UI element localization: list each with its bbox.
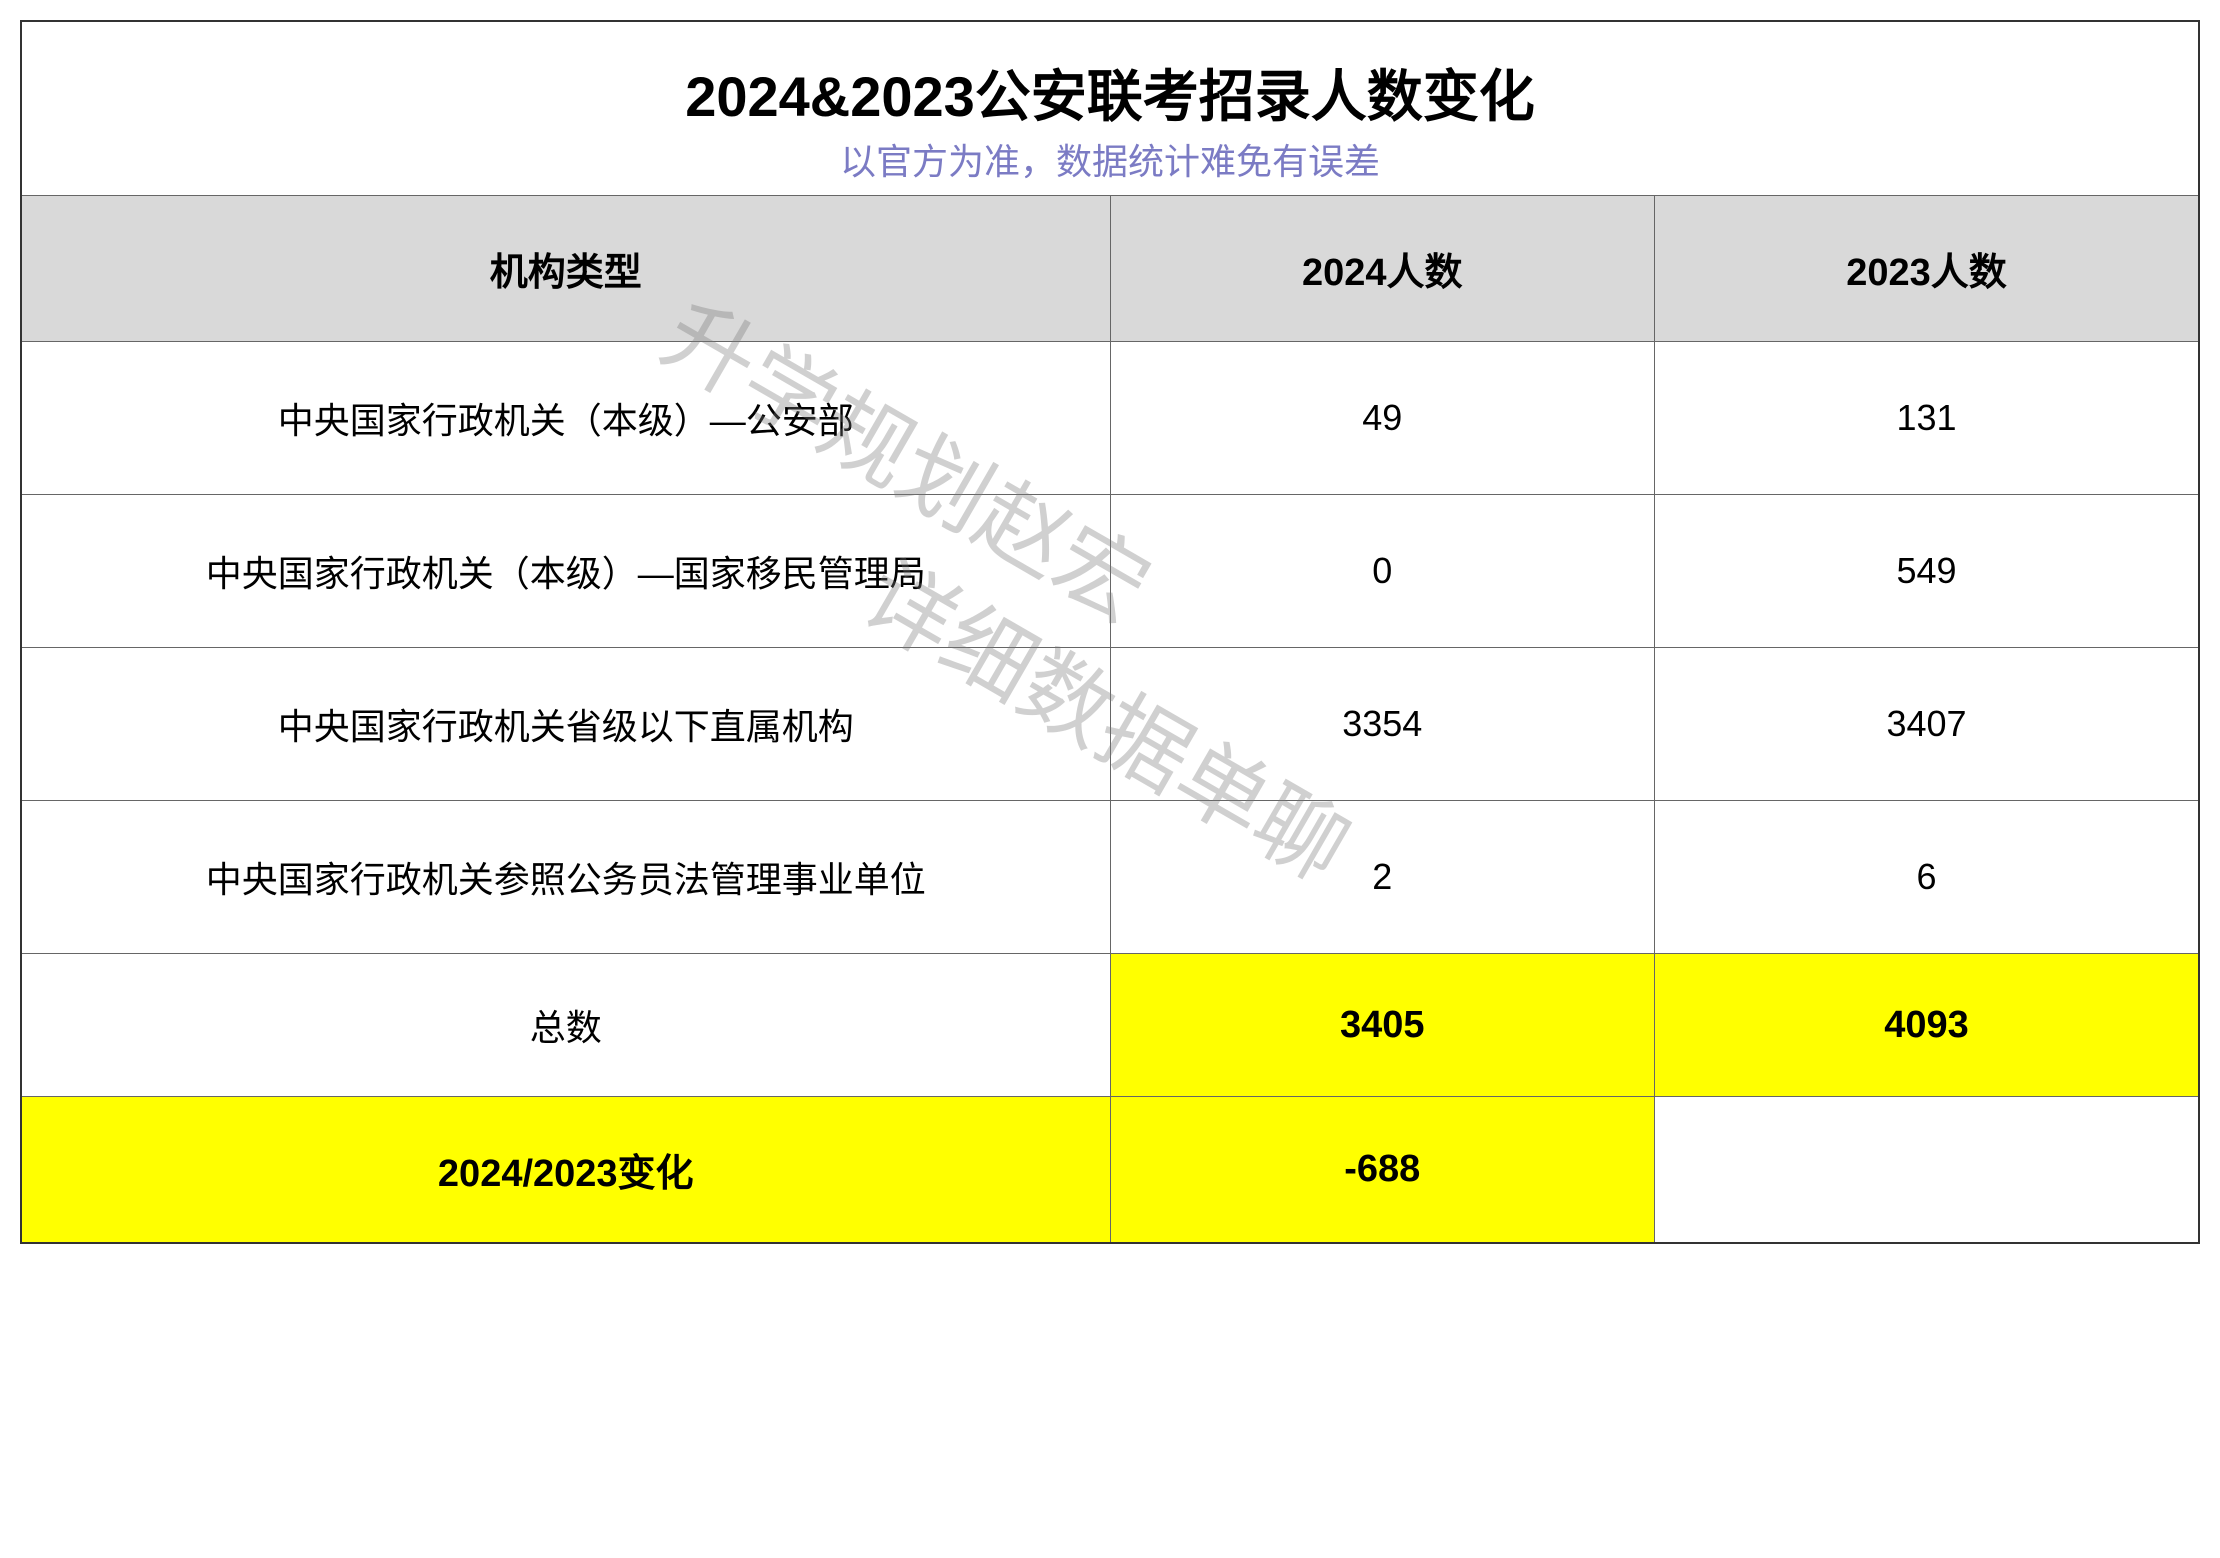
table-row: 中央国家行政机关（本级）—国家移民管理局 0 549 (21, 495, 2199, 648)
cell-2023: 6 (1655, 801, 2200, 954)
cell-2024: 2 (1110, 801, 1655, 954)
total-label: 总数 (21, 954, 1110, 1097)
cell-2024: 3354 (1110, 648, 1655, 801)
cell-type: 中央国家行政机关（本级）—国家移民管理局 (21, 495, 1110, 648)
title-cell: 2024&2023公安联考招录人数变化 以官方为准，数据统计难免有误差 (21, 21, 2199, 196)
header-type: 机构类型 (21, 196, 1110, 342)
header-2024: 2024人数 (1110, 196, 1655, 342)
total-row: 总数 3405 4093 (21, 954, 2199, 1097)
change-value: -688 (1110, 1097, 1655, 1244)
change-empty (1655, 1097, 2200, 1244)
cell-type: 中央国家行政机关（本级）—公安部 (21, 342, 1110, 495)
cell-2023: 131 (1655, 342, 2200, 495)
table-row: 中央国家行政机关省级以下直属机构 3354 3407 (21, 648, 2199, 801)
header-row: 机构类型 2024人数 2023人数 (21, 196, 2199, 342)
table-container: 升学规划赵宏 详细数据单聊 2024&2023公安联考招录人数变化 以官方为准，… (20, 20, 2200, 1244)
total-2023: 4093 (1655, 954, 2200, 1097)
cell-type: 中央国家行政机关省级以下直属机构 (21, 648, 1110, 801)
recruitment-table: 2024&2023公安联考招录人数变化 以官方为准，数据统计难免有误差 机构类型… (20, 20, 2200, 1244)
table-title: 2024&2023公安联考招录人数变化 (42, 52, 2178, 133)
table-subtitle: 以官方为准，数据统计难免有误差 (42, 133, 2178, 185)
total-2024: 3405 (1110, 954, 1655, 1097)
header-2023: 2023人数 (1655, 196, 2200, 342)
table-row: 中央国家行政机关参照公务员法管理事业单位 2 6 (21, 801, 2199, 954)
change-label: 2024/2023变化 (21, 1097, 1110, 1244)
change-row: 2024/2023变化 -688 (21, 1097, 2199, 1244)
cell-2023: 3407 (1655, 648, 2200, 801)
cell-type: 中央国家行政机关参照公务员法管理事业单位 (21, 801, 1110, 954)
cell-2024: 0 (1110, 495, 1655, 648)
cell-2023: 549 (1655, 495, 2200, 648)
cell-2024: 49 (1110, 342, 1655, 495)
title-row: 2024&2023公安联考招录人数变化 以官方为准，数据统计难免有误差 (21, 21, 2199, 196)
table-row: 中央国家行政机关（本级）—公安部 49 131 (21, 342, 2199, 495)
